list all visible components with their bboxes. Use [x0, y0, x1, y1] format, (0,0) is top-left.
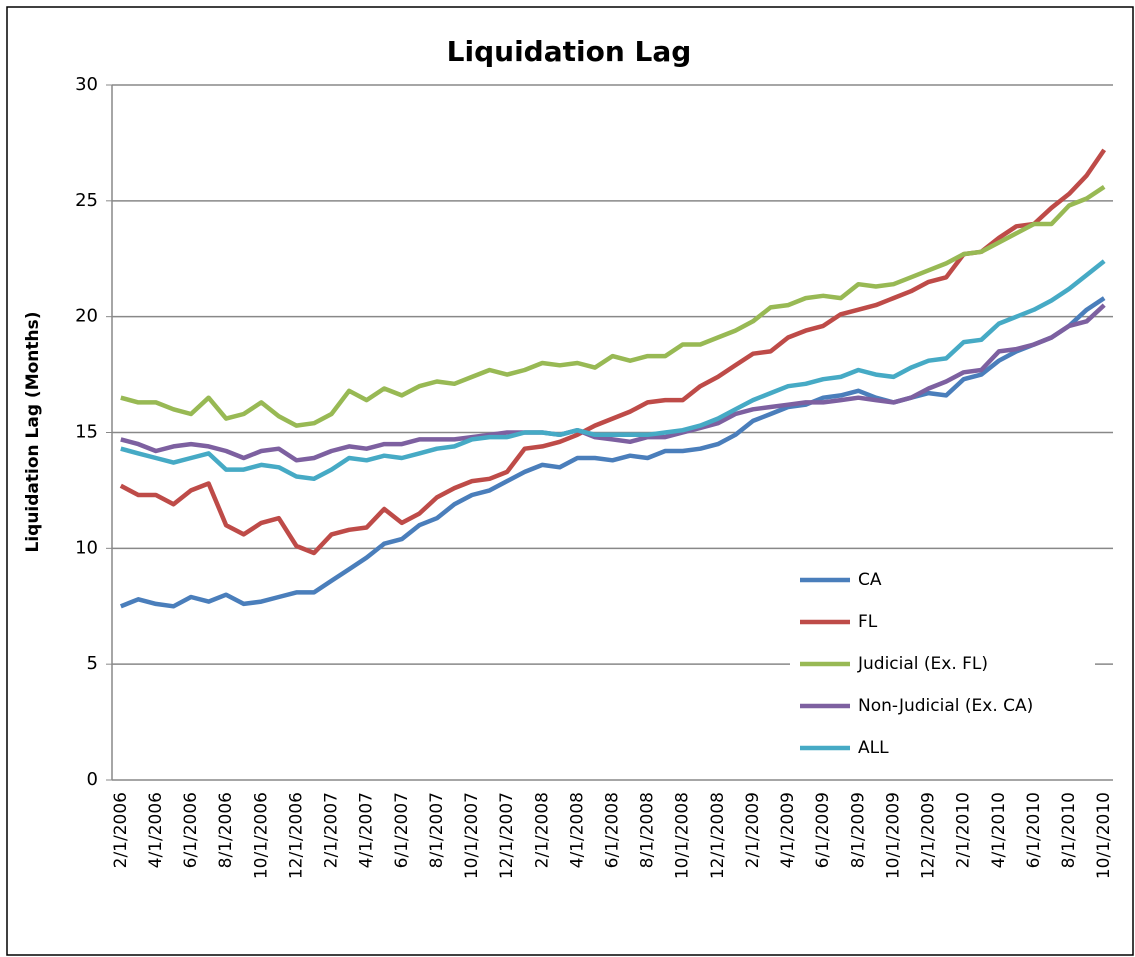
- y-tick-label: 25: [75, 190, 98, 211]
- x-tick-label: 12/1/2006: [286, 792, 306, 879]
- x-tick-label: 2/1/2007: [322, 792, 342, 868]
- x-tick-label: 10/1/2009: [883, 792, 903, 879]
- chart-frame: [6, 6, 1134, 956]
- x-tick-label: 10/1/2007: [462, 792, 482, 879]
- x-tick-label: 8/1/2006: [216, 792, 236, 868]
- series-line: [120, 259, 1106, 482]
- legend-label: FL: [858, 612, 878, 632]
- x-tick-label: 6/1/2007: [392, 792, 412, 868]
- x-tick-label: 8/1/2010: [1059, 792, 1079, 868]
- x-tick-label: 6/1/2009: [813, 792, 833, 868]
- legend-label: Non-Judicial (Ex. CA): [858, 696, 1033, 716]
- x-tick-label: 10/1/2006: [251, 792, 271, 879]
- x-tick-label: 8/1/2009: [848, 792, 868, 868]
- x-tick-label: 12/1/2008: [708, 792, 728, 879]
- x-tick-label: 6/1/2008: [603, 792, 623, 868]
- x-tick-label: 4/1/2010: [989, 792, 1009, 868]
- y-axis-label: Liquidation Lag (Months): [23, 311, 43, 552]
- x-tick-label: 4/1/2008: [567, 792, 587, 868]
- chart-title: Liquidation Lag: [447, 35, 692, 68]
- legend-label: CA: [858, 570, 882, 590]
- y-tick-label: 20: [75, 306, 98, 327]
- legend-label: ALL: [858, 738, 889, 758]
- x-tick-label: 2/1/2009: [743, 792, 763, 868]
- x-tick-label: 6/1/2010: [1024, 792, 1044, 868]
- y-tick-label: 15: [75, 422, 98, 443]
- x-tick-label: 2/1/2010: [954, 792, 974, 868]
- x-tick-label: 8/1/2007: [427, 792, 447, 868]
- x-tick-label: 4/1/2009: [778, 792, 798, 868]
- x-tick-label: 12/1/2007: [497, 792, 517, 879]
- y-tick-label: 5: [87, 653, 98, 674]
- series-line: [119, 148, 1107, 556]
- x-tick-label: 4/1/2006: [146, 792, 166, 868]
- x-tick-label: 12/1/2009: [919, 792, 939, 879]
- series-line: [119, 296, 1106, 609]
- y-tick-label: 30: [75, 74, 98, 95]
- series-line: [120, 303, 1106, 463]
- x-tick-label: 10/1/2008: [673, 792, 693, 879]
- x-tick-label: 4/1/2007: [357, 792, 377, 868]
- series-line: [120, 185, 1106, 428]
- x-tick-label: 6/1/2006: [181, 792, 201, 868]
- x-tick-label: 2/1/2006: [111, 792, 131, 868]
- x-tick-label: 2/1/2008: [532, 792, 552, 868]
- legend-label: Judicial (Ex. FL): [857, 654, 988, 674]
- y-tick-label: 0: [87, 769, 98, 790]
- y-tick-label: 10: [75, 537, 98, 558]
- x-tick-label: 10/1/2010: [1094, 792, 1114, 879]
- x-tick-label: 8/1/2008: [638, 792, 658, 868]
